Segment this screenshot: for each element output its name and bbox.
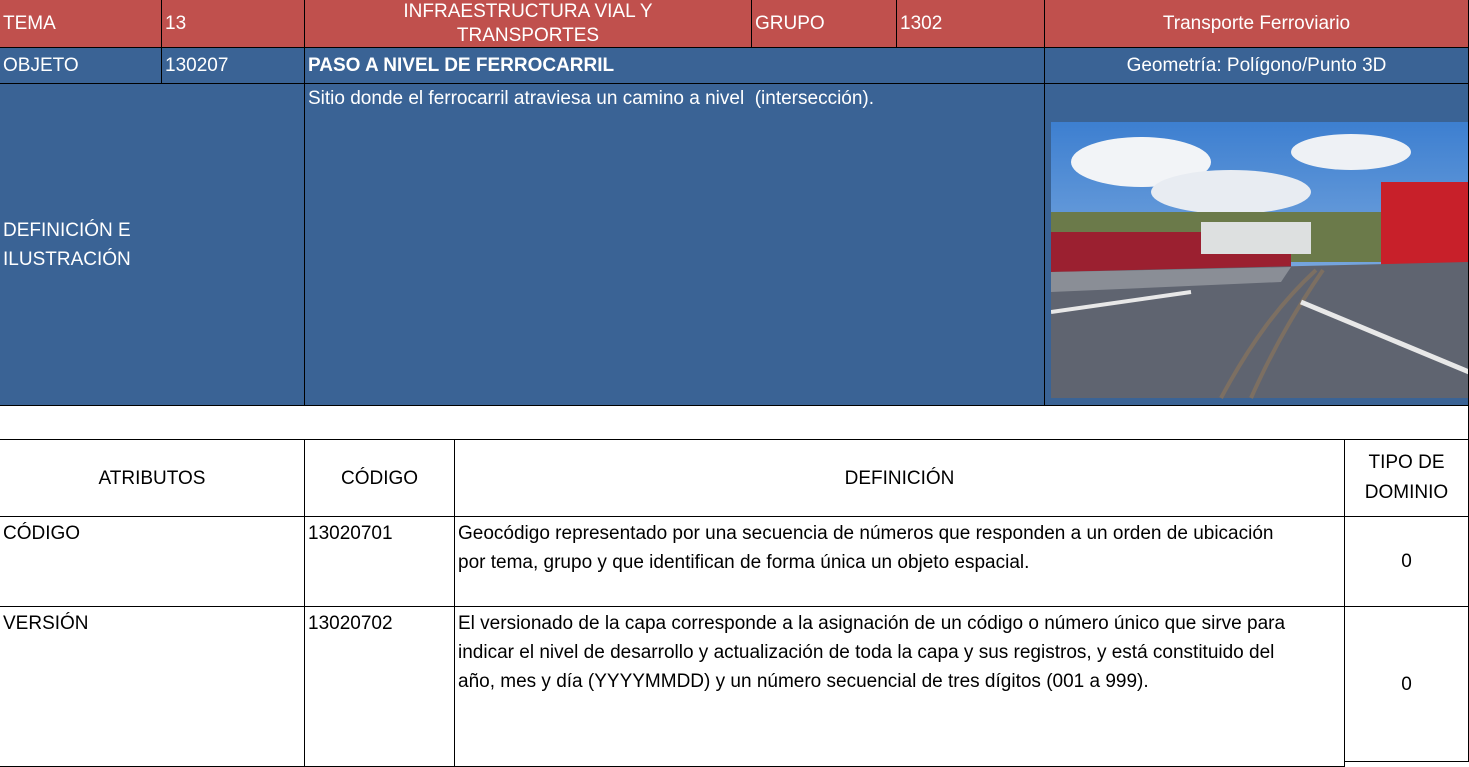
definition-text: Sitio donde el ferrocarril atraviesa un …: [305, 84, 1045, 406]
attribute: VERSIÓN: [0, 607, 305, 767]
column-header: TIPO DE DOMINIO: [1345, 440, 1469, 517]
column-header-text: TIPO DE DOMINIO: [1364, 452, 1449, 503]
definition: Geocódigo representado por una secuencia…: [455, 517, 1345, 607]
storefront: [1381, 182, 1468, 272]
grupo-label: GRUPO: [752, 0, 897, 48]
column-header: ATRIBUTOS: [0, 440, 305, 517]
road-marking: [1051, 290, 1192, 314]
tema-name-text: INFRAESTRUCTURA VIAL Y TRANSPORTES: [403, 0, 653, 46]
code: 13020701: [305, 517, 455, 607]
grupo-name: Transporte Ferroviario: [1045, 0, 1469, 48]
illustration-cell: [1045, 84, 1469, 406]
cloud: [1291, 134, 1411, 170]
road-marking: [1300, 299, 1468, 375]
definition: El versionado de la capa corresponde a l…: [455, 607, 1345, 767]
spacer-row: [0, 406, 1469, 440]
tema-code: 13: [162, 0, 305, 48]
cloud: [1071, 137, 1211, 187]
cloud: [1151, 170, 1311, 214]
rail: [1219, 268, 1318, 399]
object-name: PASO A NIVEL DE FERROCARRIL: [305, 48, 1045, 84]
definition-label: DEFINICIÓN E ILUSTRACIÓN: [0, 84, 305, 406]
object-label: OBJETO: [0, 48, 162, 84]
code: 13020702: [305, 607, 455, 767]
attribute: CÓDIGO: [0, 517, 305, 607]
column-header: CÓDIGO: [305, 440, 455, 517]
tema-label: TEMA: [0, 0, 162, 48]
object-geometry: Geometría: Polígono/Punto 3D: [1045, 48, 1469, 84]
rail: [1249, 268, 1325, 399]
object-code: 130207: [162, 48, 305, 84]
tema-name: INFRAESTRUCTURA VIAL Y TRANSPORTES: [305, 0, 752, 48]
sidewalk: [1051, 267, 1291, 292]
building: [1201, 222, 1311, 254]
domain-type: 0: [1345, 607, 1469, 762]
column-header: DEFINICIÓN: [455, 440, 1345, 517]
definition-label-text: DEFINICIÓN E ILUSTRACIÓN: [3, 219, 131, 270]
illustration: [1051, 122, 1468, 399]
grupo-code: 1302: [897, 0, 1045, 48]
domain-type: 0: [1345, 517, 1469, 607]
